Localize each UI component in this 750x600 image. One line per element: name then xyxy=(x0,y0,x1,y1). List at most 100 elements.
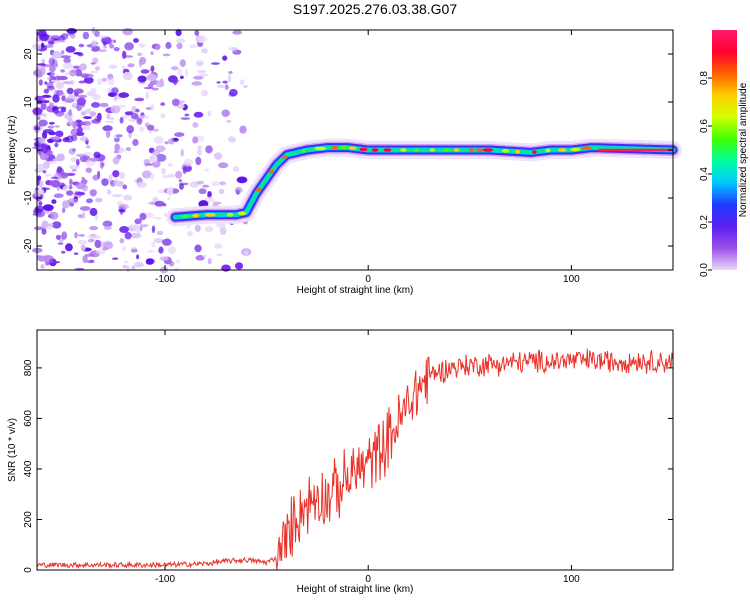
track-hotspot xyxy=(558,148,567,152)
noise-blob xyxy=(77,239,88,245)
track-hotspot xyxy=(482,148,494,152)
noise-blob xyxy=(113,95,118,102)
track-hotspot xyxy=(332,145,338,150)
noise-blob xyxy=(101,77,108,82)
noise-blob xyxy=(112,170,120,178)
noise-blob xyxy=(234,186,243,194)
noise-blob xyxy=(196,180,204,185)
noise-blob xyxy=(226,120,232,123)
noise-blob xyxy=(101,178,109,187)
noise-blob xyxy=(145,91,149,100)
noise-blob xyxy=(167,246,176,255)
noise-blob xyxy=(69,165,80,170)
noise-blob xyxy=(55,81,65,90)
noise-blob xyxy=(136,254,140,260)
noise-blob xyxy=(166,187,174,196)
noise-blob xyxy=(91,47,99,52)
noise-blob xyxy=(62,81,74,85)
noise-blob xyxy=(149,173,155,180)
noise-blob xyxy=(156,230,164,236)
noise-blob xyxy=(62,185,68,191)
noise-blob xyxy=(177,68,183,76)
noise-blob xyxy=(50,35,61,40)
noise-blob xyxy=(216,253,223,257)
noise-blob xyxy=(154,200,165,207)
noise-blob xyxy=(96,249,106,255)
noise-blob xyxy=(132,138,139,147)
noise-blob xyxy=(228,136,237,143)
track-hotspot xyxy=(314,146,327,151)
noise-blob xyxy=(48,40,55,45)
noise-blob xyxy=(42,170,47,174)
noise-blob xyxy=(155,44,161,51)
y-tick-label: 400 xyxy=(23,460,34,477)
noise-blob xyxy=(195,60,204,67)
noise-blob xyxy=(40,264,45,268)
noise-blob xyxy=(207,110,212,117)
noise-blob xyxy=(162,238,172,246)
noise-blob xyxy=(122,245,127,252)
track-hotspot xyxy=(383,148,392,152)
x-tick-label: -100 xyxy=(155,574,175,585)
noise-blob xyxy=(96,78,103,86)
noise-blob xyxy=(76,158,80,166)
noise-blob xyxy=(194,244,202,253)
noise-blob xyxy=(113,178,120,186)
noise-blob xyxy=(160,102,166,106)
noise-blob xyxy=(193,111,204,118)
noise-blob xyxy=(184,113,190,117)
noise-blob xyxy=(197,148,202,156)
noise-blob xyxy=(95,66,100,71)
track-hotspot xyxy=(413,148,420,152)
snr-panel: -100 0 100 0 200 400 600 800 Height of straight… xyxy=(7,329,674,595)
noise-blob xyxy=(137,52,143,57)
noise-blob xyxy=(38,119,48,127)
noise-blob xyxy=(138,115,150,119)
colorbar-tick-label: 0.8 xyxy=(699,71,710,85)
noise-blob xyxy=(42,204,54,212)
colorbar-tick-label: 0.6 xyxy=(699,119,710,133)
noise-blob xyxy=(192,122,199,128)
noise-blob xyxy=(165,41,172,50)
noise-blob xyxy=(37,116,41,120)
noise-blob xyxy=(138,59,143,68)
noise-blob xyxy=(124,42,134,51)
noise-blob xyxy=(106,113,111,120)
noise-blob xyxy=(85,108,92,114)
noise-blob xyxy=(47,77,51,80)
x-tick-label: 0 xyxy=(365,574,371,585)
noise-blob xyxy=(56,75,68,81)
noise-blob xyxy=(38,201,43,206)
noise-blob xyxy=(81,111,87,116)
noise-blob xyxy=(155,153,167,162)
noise-blob xyxy=(78,80,86,84)
noise-blob xyxy=(187,230,193,237)
noise-blob xyxy=(72,120,77,129)
noise-blob xyxy=(103,226,112,230)
noise-blob xyxy=(55,234,61,240)
y-tick-label: 10 xyxy=(23,96,34,108)
noise-blob xyxy=(124,260,128,264)
noise-blob xyxy=(155,80,165,88)
noise-blob xyxy=(68,185,73,190)
track-hotspot xyxy=(359,147,368,152)
noise-blob xyxy=(62,93,67,96)
y-tick-label: 200 xyxy=(23,511,34,528)
noise-blob xyxy=(195,254,205,261)
noise-blob xyxy=(239,125,247,134)
noise-blob xyxy=(182,164,193,173)
snr-frame xyxy=(36,329,674,571)
colorbar-bar xyxy=(712,30,737,270)
noise-blob xyxy=(126,125,134,134)
noise-blob xyxy=(91,39,97,48)
noise-blob xyxy=(94,30,100,37)
noise-blob xyxy=(50,176,59,179)
noise-blob xyxy=(99,35,108,39)
track-hotspot xyxy=(400,148,407,152)
noise-blob xyxy=(167,163,173,167)
noise-blob xyxy=(150,65,155,72)
noise-blob xyxy=(171,98,180,107)
noise-blob xyxy=(244,250,249,256)
colorbar: 0.0 0.2 0.4 0.6 0.8 Normalized spectral ampl… xyxy=(699,30,749,277)
